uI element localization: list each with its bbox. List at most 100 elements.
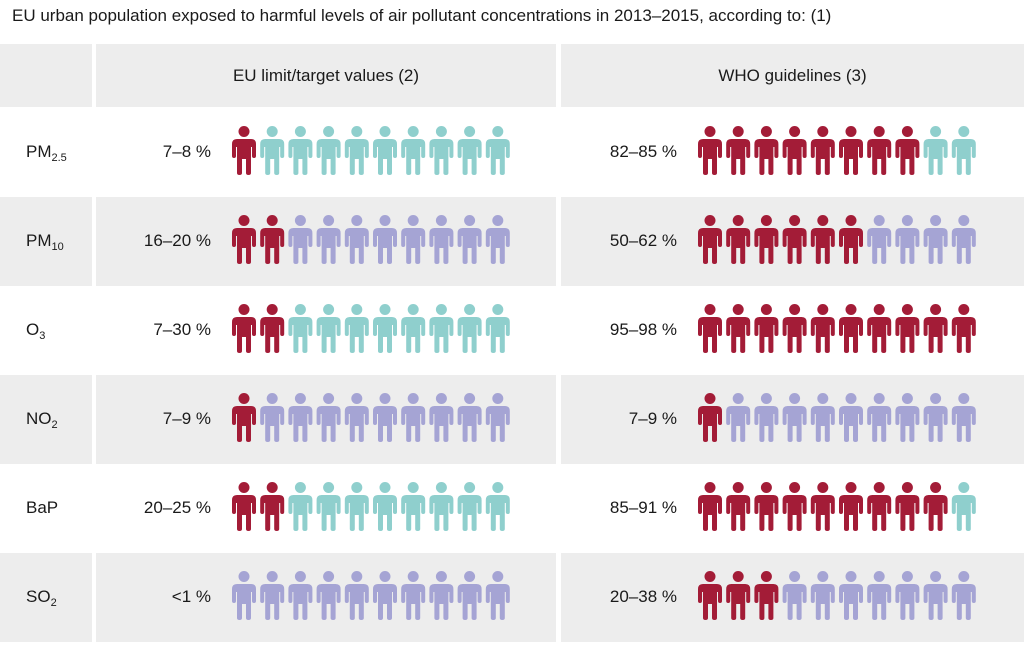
exposure-percentage: 16–20 % (143, 230, 211, 250)
person-icon (457, 393, 482, 442)
column-header-label: WHO guidelines (3) (718, 66, 867, 85)
person-icon-row (698, 393, 976, 442)
person-icon (316, 215, 341, 264)
person-icon-row (232, 126, 510, 175)
exposure-percentage: <1 % (171, 586, 211, 606)
person-icon (895, 571, 920, 620)
person-icon (401, 482, 426, 531)
person-icon (373, 126, 397, 175)
person-icon (839, 393, 863, 442)
person-icon-row (232, 304, 510, 353)
person-icon (923, 482, 948, 531)
person-icon (923, 215, 948, 264)
person-icon (726, 482, 751, 531)
person-icon-row (232, 393, 510, 442)
person-icon (344, 393, 369, 442)
eu-value-cell: 7–9 % (96, 375, 556, 464)
person-icon (754, 126, 779, 175)
person-icon (951, 215, 976, 264)
person-icon (951, 571, 976, 620)
person-icon-row (232, 215, 510, 264)
person-icon (344, 304, 369, 353)
person-icon (232, 126, 256, 175)
person-icon (401, 571, 426, 620)
column-header: EU limit/target values (2) (96, 44, 556, 107)
exposure-percentage: 7–9 % (162, 408, 211, 428)
who-value-cell: 20–38 % (561, 553, 1024, 642)
person-icon (485, 126, 510, 175)
person-icon (698, 215, 722, 264)
person-icon (951, 393, 976, 442)
who-value-cell: 85–91 % (561, 464, 1024, 553)
person-icon (457, 571, 482, 620)
person-icon (754, 393, 779, 442)
who-value-cell: 50–62 % (561, 197, 1024, 286)
who-value-cell: 7–9 % (561, 375, 1024, 464)
person-icon (401, 304, 426, 353)
row-label-cell: O3 (0, 286, 92, 375)
exposure-percentage: 7–9 % (628, 408, 677, 428)
person-icon (457, 482, 482, 531)
person-icon (288, 571, 313, 620)
person-icon (232, 482, 256, 531)
person-icon-row (232, 482, 510, 531)
person-icon (457, 126, 482, 175)
pollutant-subscript: 2 (50, 596, 57, 609)
person-icon (754, 482, 779, 531)
person-icon (260, 482, 285, 531)
pollutant-name: NO (26, 408, 52, 428)
pollutant-subscript: 2 (51, 418, 58, 431)
person-icon (839, 126, 863, 175)
person-icon (373, 215, 397, 264)
row-label-cell: BaP (0, 464, 92, 553)
exposure-percentage: 85–91 % (609, 497, 677, 517)
pollutant-name: PM (26, 141, 52, 161)
person-icon (401, 126, 426, 175)
eu-value-cell: 20–25 % (96, 464, 556, 553)
person-icon (754, 571, 779, 620)
person-icon (923, 126, 948, 175)
person-icon-row (698, 304, 976, 353)
person-icon (288, 126, 313, 175)
person-icon (401, 215, 426, 264)
person-icon (754, 215, 779, 264)
person-icon (232, 393, 256, 442)
person-icon (698, 571, 722, 620)
pollutant-label: BaP (26, 498, 58, 518)
exposure-percentage: 7–8 % (162, 141, 211, 161)
person-icon (951, 482, 976, 531)
eu-value-cell: 7–30 % (96, 286, 556, 375)
person-icon (401, 393, 426, 442)
person-icon (839, 304, 863, 353)
pollutant-label: O3 (26, 320, 45, 342)
person-icon (726, 126, 751, 175)
person-icon (316, 393, 341, 442)
person-icon-row (698, 126, 976, 175)
person-icon (782, 215, 807, 264)
person-icon (895, 482, 920, 531)
person-icon (485, 571, 510, 620)
person-icon (316, 126, 341, 175)
exposure-percentage: 50–62 % (609, 230, 677, 250)
person-icon (951, 304, 976, 353)
who-value-cell: 82–85 % (561, 108, 1024, 197)
person-icon (698, 126, 722, 175)
person-icon (810, 126, 835, 175)
person-icon (288, 215, 313, 264)
person-icon (782, 304, 807, 353)
person-icon (867, 482, 892, 531)
pollutant-name: PM (26, 230, 52, 250)
person-icon (726, 215, 751, 264)
person-icon (288, 482, 313, 531)
person-icon (485, 304, 510, 353)
eu-value-cell: 16–20 % (96, 197, 556, 286)
person-icon (232, 571, 256, 620)
person-icon (782, 482, 807, 531)
person-icon (485, 482, 510, 531)
person-icon (754, 304, 779, 353)
person-icon (810, 571, 835, 620)
pollutant-subscript: 10 (51, 240, 64, 253)
person-icon (429, 215, 454, 264)
person-icon-row (698, 571, 976, 620)
person-icon (260, 571, 285, 620)
